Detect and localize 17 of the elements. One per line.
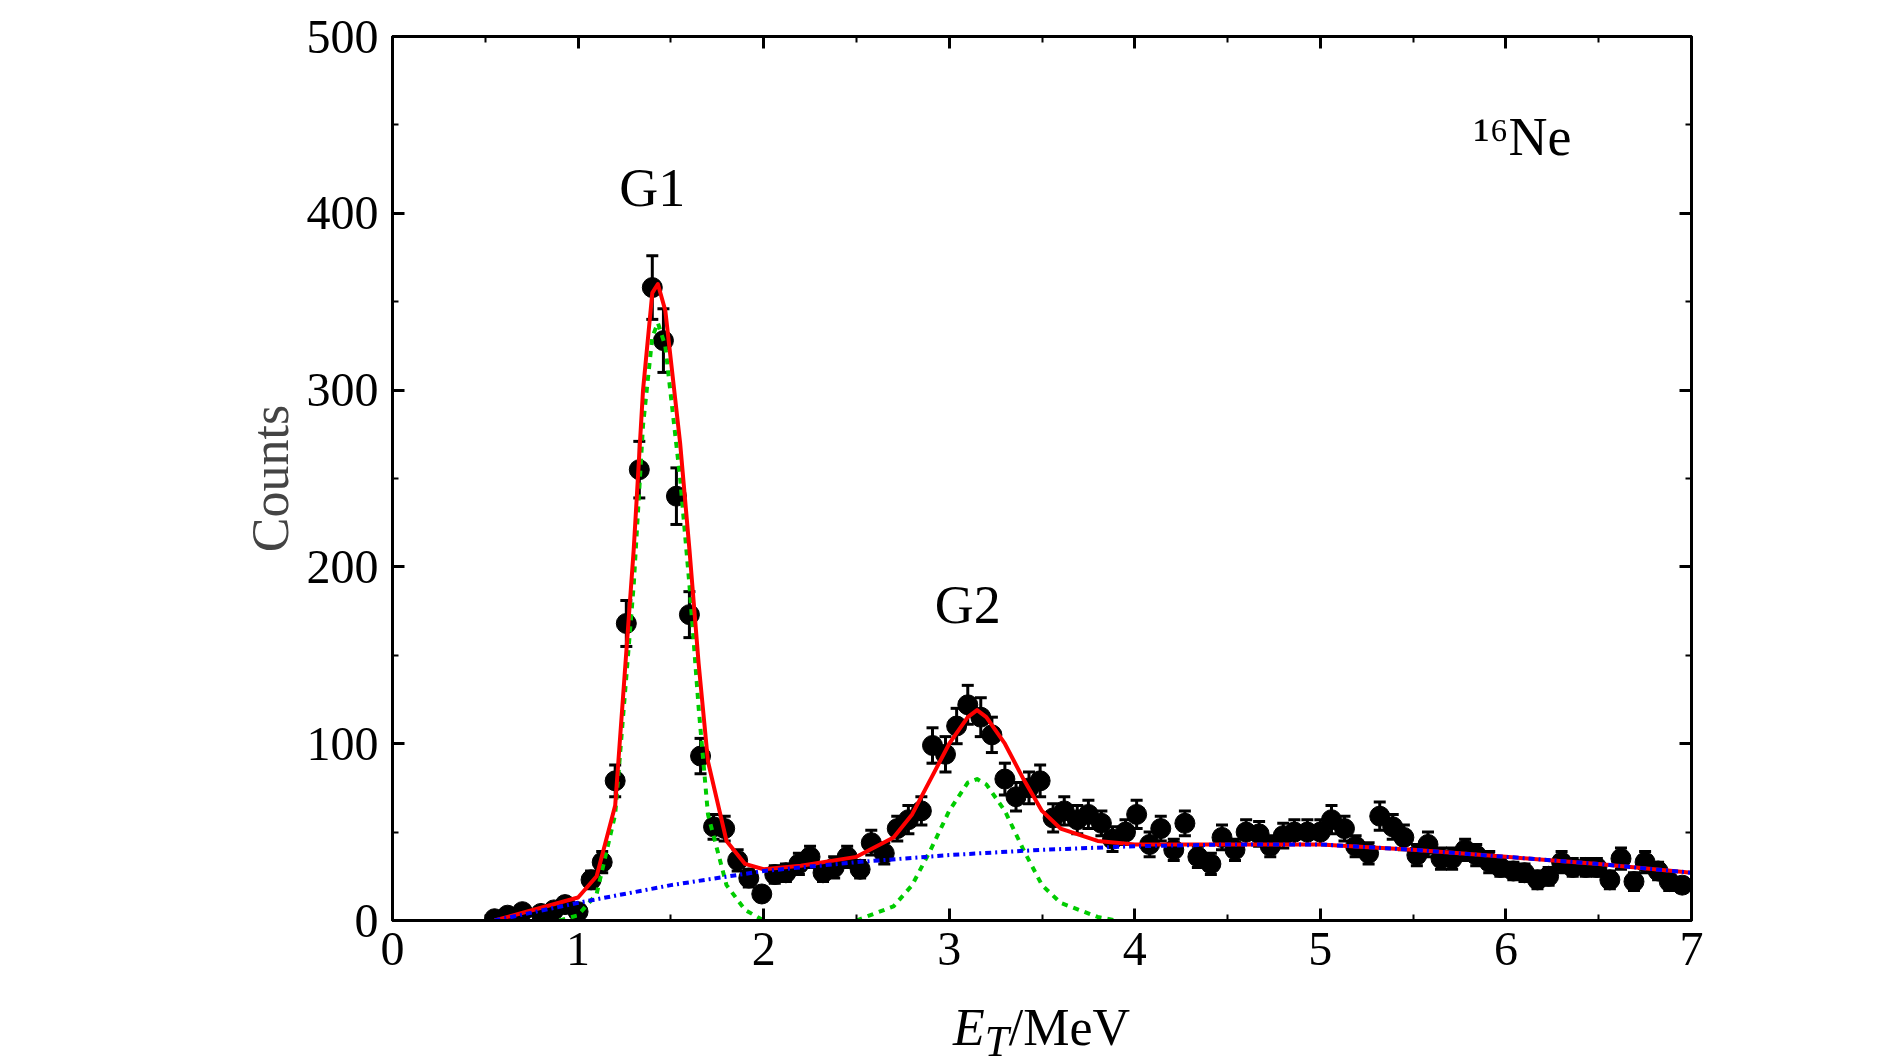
annotation: ¹⁶Ne — [1473, 106, 1572, 167]
x-tick-label: 1 — [566, 921, 591, 975]
x-tick-label: 7 — [1679, 921, 1704, 975]
annotation: G1 — [619, 157, 686, 218]
y-axis-title: Counts — [241, 404, 299, 553]
x-tick-label: 2 — [751, 921, 776, 975]
x-tick-label: 3 — [937, 921, 962, 975]
y-tick-label: 500 — [306, 9, 379, 63]
x-tick-label: 6 — [1493, 921, 1518, 975]
annotation: G2 — [934, 574, 1001, 635]
x-axis-title: E$_{T}$/MeV — [952, 999, 1131, 1063]
y-tick-label: 100 — [306, 716, 379, 770]
y-tick-label: 200 — [306, 539, 379, 593]
x-tick-label: 4 — [1122, 921, 1147, 975]
y-tick-label: 400 — [306, 186, 379, 240]
y-tick-label: 300 — [306, 363, 379, 417]
x-tick-label: 5 — [1308, 921, 1333, 975]
